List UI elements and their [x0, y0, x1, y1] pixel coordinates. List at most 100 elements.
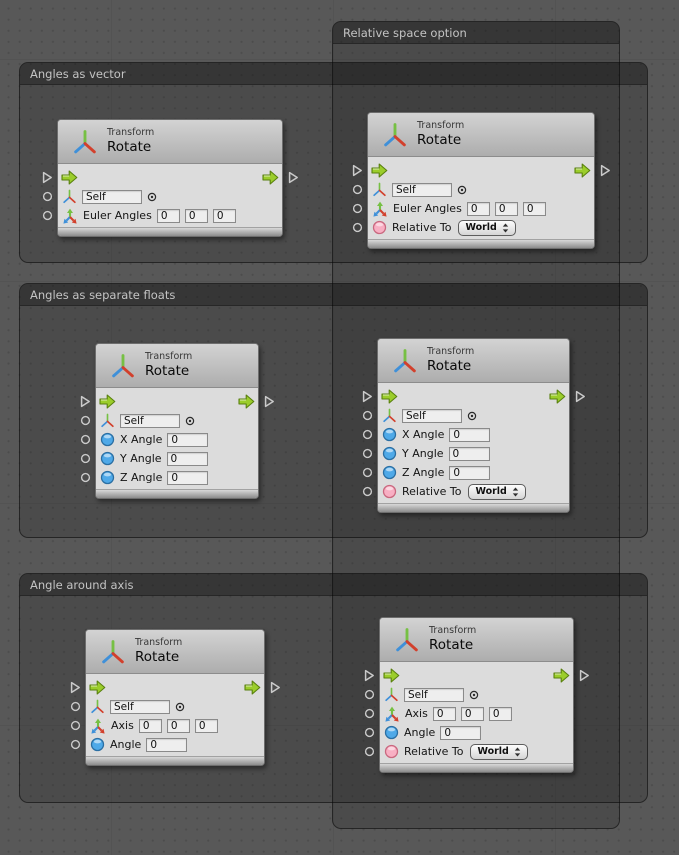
float-input[interactable]: 0: [167, 432, 209, 447]
flow-output-port[interactable]: [598, 164, 612, 177]
relative-to-dropdown[interactable]: World: [470, 743, 528, 760]
node-row-flow: [58, 168, 282, 187]
relative-to-dropdown[interactable]: World: [458, 219, 516, 236]
value-input-port[interactable]: [68, 701, 82, 713]
flow-in-arrow-icon: [99, 394, 116, 409]
node-rotate-euler-floats[interactable]: Transform Rotate Self X Angle 0 Y Angle 0 Z An…: [80, 343, 274, 499]
flow-output-port[interactable]: [286, 171, 300, 184]
node-header[interactable]: Transform Rotate: [368, 113, 594, 157]
node-rotate-euler-vector[interactable]: Transform Rotate Self Euler Angles 0 0 0: [42, 119, 298, 237]
float-input[interactable]: 0: [166, 451, 208, 466]
node-row-enum: Relative To World: [378, 482, 569, 501]
vector-component-input[interactable]: 0: [194, 718, 218, 733]
vector-component-input[interactable]: 0: [494, 201, 518, 216]
node-title: Rotate: [107, 139, 152, 155]
flow-input-port[interactable]: [350, 164, 364, 177]
group-header[interactable]: Angles as separate floats: [20, 284, 647, 306]
flow-output-port[interactable]: [573, 390, 587, 403]
object-self-field[interactable]: Self: [120, 413, 180, 428]
value-input-port[interactable]: [350, 203, 364, 215]
node-body: Self Euler Angles 0 0 0 Relative To World: [368, 157, 594, 239]
vector-component-input[interactable]: 0: [460, 706, 484, 721]
node-rotate-euler-floats-relative[interactable]: Transform Rotate Self X Angle 0 Y Angle 0 Z An…: [362, 338, 585, 513]
node-category: Transform: [417, 120, 465, 132]
float-input[interactable]: 0: [440, 725, 482, 740]
node-body: Self X Angle 0 Y Angle 0 Z Angle 0: [96, 388, 258, 489]
node-header[interactable]: Transform Rotate: [86, 630, 264, 674]
value-input-port[interactable]: [350, 222, 364, 234]
object-self-field[interactable]: Self: [110, 699, 170, 714]
vector-component-input[interactable]: 0: [466, 201, 490, 216]
input-label: Angle: [404, 726, 436, 739]
value-input-port[interactable]: [68, 739, 82, 751]
value-input-port[interactable]: [360, 467, 374, 479]
flow-out-arrow-icon: [262, 170, 279, 185]
node-rotate-angle-axis[interactable]: Transform Rotate Self Axis 0 0 0 Angle 0: [70, 629, 280, 766]
value-input-port[interactable]: [40, 210, 54, 222]
vector-component-input[interactable]: 0: [156, 208, 180, 223]
vector-component-input[interactable]: 0: [184, 208, 208, 223]
object-self-field[interactable]: Self: [404, 687, 464, 702]
float-input[interactable]: 0: [449, 465, 491, 480]
value-input-port[interactable]: [362, 689, 376, 701]
node-category: Transform: [107, 127, 155, 139]
value-input-port[interactable]: [360, 448, 374, 460]
float-input[interactable]: 0: [167, 470, 209, 485]
group-header[interactable]: Angle around axis: [20, 574, 647, 596]
float-input[interactable]: 0: [449, 427, 491, 442]
flow-output-port[interactable]: [268, 681, 282, 694]
node-header[interactable]: Transform Rotate: [96, 344, 258, 388]
vector-component-input[interactable]: 0: [212, 208, 236, 223]
target-icon: [185, 416, 195, 426]
input-label: Relative To: [392, 221, 452, 234]
relative-to-dropdown[interactable]: World: [468, 483, 526, 500]
value-input-port[interactable]: [362, 746, 376, 758]
vector3-icon: [90, 718, 106, 734]
value-input-port[interactable]: [360, 429, 374, 441]
value-input-port[interactable]: [362, 727, 376, 739]
flow-input-port[interactable]: [68, 681, 82, 694]
node-header[interactable]: Transform Rotate: [380, 618, 573, 662]
node-header[interactable]: Transform Rotate: [58, 120, 282, 164]
vector-component-input[interactable]: 0: [522, 201, 546, 216]
node-rotate-angle-axis-relative[interactable]: Transform Rotate Self Axis 0 0 0 Angle 0 Relati…: [364, 617, 589, 773]
group-header[interactable]: Angles as vector: [20, 63, 647, 85]
value-input-port[interactable]: [360, 410, 374, 422]
object-self-field[interactable]: Self: [82, 189, 142, 204]
flow-output-port[interactable]: [262, 395, 276, 408]
object-self-field[interactable]: Self: [402, 408, 462, 423]
float-input[interactable]: 0: [448, 446, 490, 461]
vector-component-input[interactable]: 0: [166, 718, 190, 733]
value-input-port[interactable]: [350, 184, 364, 196]
vector-component-input[interactable]: 0: [138, 718, 162, 733]
float-icon: [90, 737, 105, 752]
object-self-field[interactable]: Self: [392, 182, 452, 197]
float-input[interactable]: 0: [146, 737, 188, 752]
flow-output-port[interactable]: [577, 669, 591, 682]
value-input-port[interactable]: [68, 720, 82, 732]
value-input-port[interactable]: [40, 191, 54, 203]
flow-input-port[interactable]: [40, 171, 54, 184]
value-input-port[interactable]: [78, 472, 92, 484]
flow-input-port[interactable]: [78, 395, 92, 408]
flow-input-port[interactable]: [362, 669, 376, 682]
vector-component-input[interactable]: 0: [432, 706, 456, 721]
value-input-port[interactable]: [360, 486, 374, 498]
flow-input-port[interactable]: [360, 390, 374, 403]
vector-component-input[interactable]: 0: [488, 706, 512, 721]
value-input-port[interactable]: [362, 708, 376, 720]
node-rotate-euler-vector-relative[interactable]: Transform Rotate Self Euler Angles 0 0 0 Rela…: [352, 112, 610, 249]
value-input-port[interactable]: [78, 415, 92, 427]
node-row-flow: [96, 392, 258, 411]
node-header[interactable]: Transform Rotate: [378, 339, 569, 383]
updown-arrows-icon: [514, 747, 521, 757]
input-label: Angle: [110, 738, 142, 751]
node-row-float: Z Angle 0: [96, 468, 258, 487]
value-input-port[interactable]: [78, 434, 92, 446]
transform-axes-icon: [372, 182, 387, 197]
value-input-port[interactable]: [78, 453, 92, 465]
group-header[interactable]: Relative space option: [333, 22, 619, 44]
updown-arrows-icon: [512, 487, 519, 497]
node-row-object: Self: [380, 685, 573, 704]
